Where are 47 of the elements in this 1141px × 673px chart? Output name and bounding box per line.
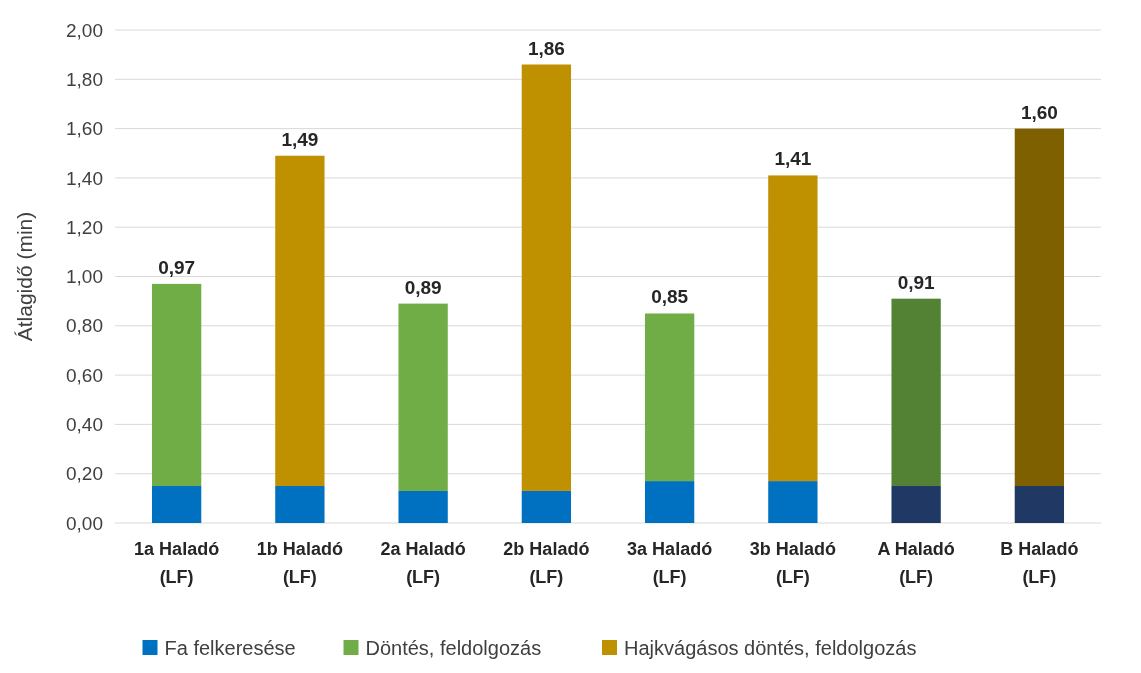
- bar: [891, 486, 941, 523]
- y-tick-label: 1,80: [66, 68, 103, 90]
- legend-label: Döntés, feldolgozás: [365, 637, 542, 659]
- bar: [768, 481, 818, 523]
- y-tick-label: 0,80: [66, 315, 103, 337]
- total-label: 1,60: [1020, 101, 1058, 123]
- bar: [398, 490, 448, 523]
- bar: [1014, 486, 1065, 523]
- bar: [521, 490, 572, 523]
- bar: [891, 298, 941, 487]
- bar: [275, 486, 325, 523]
- bar: [644, 481, 695, 523]
- y-tick-label: 0,00: [66, 512, 103, 534]
- y-tick-label: 1,20: [66, 216, 103, 238]
- total-label: 0,91: [897, 271, 936, 293]
- y-tick-label: 2,00: [66, 19, 103, 41]
- y-tick-label: 1,00: [66, 266, 103, 288]
- total-label: 1,86: [527, 37, 565, 59]
- x-tick-label: 3a Haladó (LF): [627, 539, 713, 587]
- bar: [644, 313, 695, 482]
- x-tick-label: 3b Haladó (LF): [749, 539, 836, 587]
- x-tick-label: 2a Haladó (LF): [380, 539, 466, 587]
- bar: [521, 64, 572, 491]
- total-label: 0,85: [651, 286, 689, 308]
- y-tick-label: 0,60: [66, 364, 103, 386]
- total-label: 1,41: [774, 148, 812, 170]
- x-tick-label: 1b Haladó (LF): [256, 539, 343, 587]
- y-tick-label: 0,20: [66, 463, 103, 485]
- total-label: 1,49: [281, 128, 319, 150]
- bar: [1014, 128, 1065, 487]
- bar: [398, 303, 448, 491]
- x-tick-label: A Haladó (LF): [877, 539, 955, 587]
- total-label: 0,89: [404, 276, 442, 298]
- bar: [275, 155, 325, 487]
- x-tick-label: 2b Haladó (LF): [503, 539, 590, 587]
- bar: [151, 486, 202, 523]
- bar: [151, 283, 202, 487]
- y-axis-title: Átlagidő (min): [13, 211, 36, 342]
- x-tick-label: B Haladó (LF): [1000, 539, 1079, 587]
- legend-label: Fa felkeresése: [164, 637, 296, 659]
- bar: [768, 175, 818, 482]
- y-tick-label: 0,40: [66, 414, 103, 436]
- x-tick-label: 1a Haladó (LF): [134, 539, 220, 587]
- total-label: 0,97: [158, 256, 196, 278]
- legend-label: Hajkvágásos döntés, feldolgozás: [624, 637, 917, 659]
- y-tick-label: 1,40: [66, 167, 103, 189]
- y-tick-label: 1,60: [66, 118, 103, 140]
